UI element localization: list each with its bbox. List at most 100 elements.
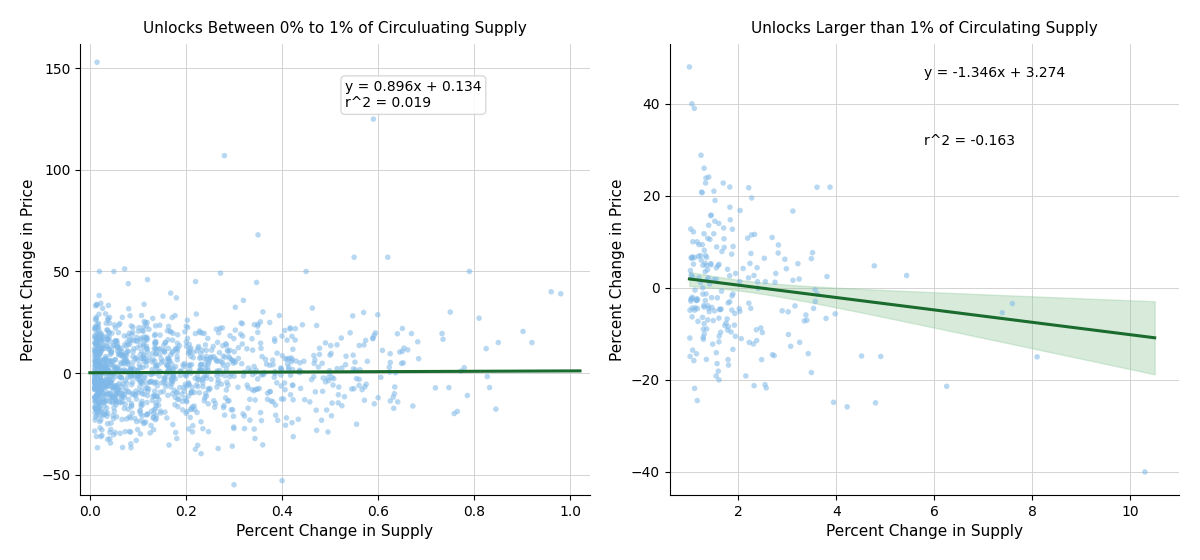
Point [85, 403, 104, 412]
Point [349, 341, 368, 350]
Point [122, 401, 142, 410]
Point [122, 390, 142, 399]
Point [217, 378, 236, 387]
Point [180, 348, 199, 357]
Point [698, 265, 718, 274]
Point [278, 365, 298, 374]
Point [722, 291, 742, 300]
Y-axis label: Percent Change in Price: Percent Change in Price [20, 178, 36, 361]
Point [253, 440, 272, 449]
Point [756, 277, 775, 286]
Point [698, 301, 718, 310]
Point [85, 385, 104, 394]
Point [265, 367, 284, 376]
Point [208, 366, 227, 375]
Point [134, 419, 154, 428]
Point [128, 366, 148, 375]
Point [283, 381, 302, 390]
Point [709, 260, 728, 269]
Point [89, 349, 108, 358]
Point [190, 342, 209, 351]
Point [781, 342, 800, 351]
Point [89, 374, 108, 382]
Point [720, 271, 739, 280]
Point [103, 357, 122, 366]
Point [89, 379, 108, 388]
Point [86, 313, 106, 322]
Point [234, 371, 253, 380]
Point [134, 322, 154, 331]
Point [113, 391, 132, 400]
Point [110, 319, 130, 328]
Point [695, 246, 714, 255]
Point [216, 371, 235, 380]
Point [121, 321, 140, 330]
Point [90, 423, 109, 432]
Point [128, 356, 148, 365]
Point [199, 358, 218, 367]
Point [696, 296, 715, 305]
Point [133, 363, 152, 372]
Point [107, 337, 126, 346]
Point [378, 253, 397, 262]
Point [202, 353, 221, 362]
Point [174, 362, 193, 371]
Point [804, 304, 823, 313]
Point [104, 383, 124, 392]
Point [181, 388, 200, 396]
Point [191, 366, 210, 375]
Point [696, 251, 715, 260]
Point [131, 378, 150, 387]
Point [312, 416, 331, 424]
Point [86, 391, 106, 400]
Point [122, 368, 142, 377]
Point [686, 296, 706, 305]
Point [94, 304, 113, 313]
Point [322, 349, 341, 358]
Point [551, 290, 570, 298]
Point [145, 391, 164, 400]
Point [146, 361, 166, 370]
Point [92, 336, 112, 345]
Point [275, 379, 294, 388]
Point [157, 361, 176, 370]
Point [190, 326, 209, 335]
Point [102, 360, 121, 369]
Point [260, 318, 280, 327]
Point [178, 323, 197, 332]
Point [752, 328, 772, 337]
Point [134, 351, 154, 360]
Point [200, 356, 220, 365]
Point [127, 337, 146, 346]
Point [131, 416, 150, 425]
Point [694, 283, 713, 292]
Point [457, 391, 476, 400]
Point [696, 259, 715, 268]
Point [702, 293, 721, 302]
Point [120, 339, 139, 348]
Point [799, 349, 818, 358]
Point [86, 360, 106, 368]
Point [737, 371, 756, 380]
Point [90, 407, 109, 416]
Point [115, 351, 134, 360]
Point [90, 365, 109, 374]
Point [125, 344, 144, 353]
Point [92, 396, 112, 405]
Point [131, 335, 150, 344]
Point [90, 394, 109, 403]
Point [131, 406, 150, 415]
Point [145, 357, 164, 366]
Point [710, 305, 730, 314]
Point [101, 337, 120, 346]
Point [179, 347, 198, 356]
Point [115, 360, 134, 368]
Point [122, 378, 142, 387]
Point [233, 319, 252, 328]
Point [805, 297, 824, 306]
Point [144, 413, 163, 422]
Point [102, 393, 121, 402]
Point [101, 389, 120, 398]
Point [263, 397, 282, 406]
Point [96, 309, 115, 318]
